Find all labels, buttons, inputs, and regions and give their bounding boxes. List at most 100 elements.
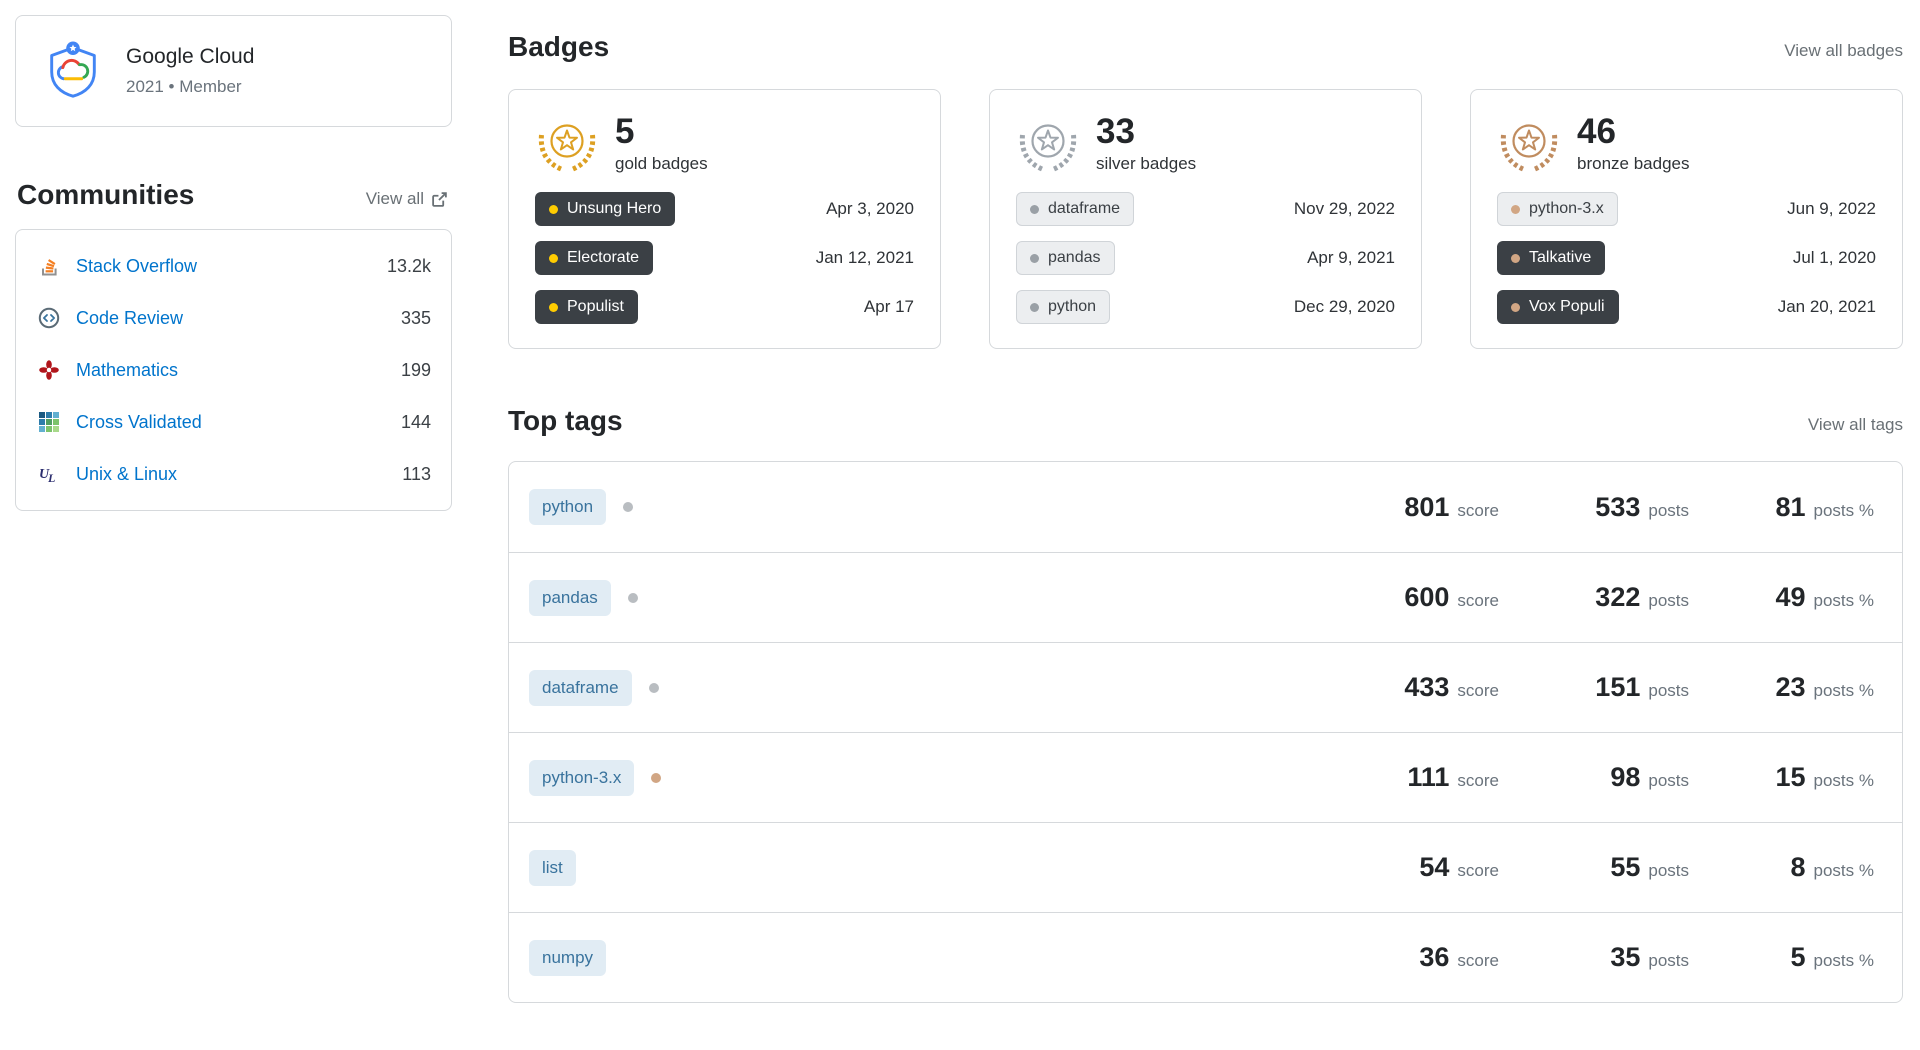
tag-posts-label: posts <box>1648 861 1689 880</box>
gold-badge-summary-text: 5 gold badges <box>615 111 708 175</box>
bronze-badge-count: 46 <box>1577 111 1616 151</box>
community-link[interactable]: Mathematics <box>76 359 179 380</box>
badge-name: Electorate <box>567 249 640 266</box>
gold-dot-icon <box>549 204 558 214</box>
tag-posts-value: 35 <box>1610 942 1641 972</box>
silver-wreath-icon <box>1016 112 1080 176</box>
community-rep-count: 113 <box>402 463 431 484</box>
external-link-icon <box>432 191 447 207</box>
badge-pill[interactable]: Electorate <box>535 241 654 275</box>
tag-percent-label: posts % <box>1813 591 1874 610</box>
community-link[interactable]: Stack Overflow <box>76 255 198 276</box>
badge-pill[interactable]: Vox Populi <box>1497 290 1619 324</box>
tag-score-value: 54 <box>1419 852 1450 882</box>
community-link[interactable]: Code Review <box>76 307 184 328</box>
stackoverflow-icon <box>36 253 62 279</box>
badge-date: Apr 3, 2020 <box>826 199 914 218</box>
badge-pill[interactable]: Talkative <box>1497 241 1606 275</box>
tag-badge-pill[interactable]: python-3.x <box>1497 192 1618 226</box>
tag-percent-value: 49 <box>1775 582 1806 612</box>
tag-row-pandas: pandas 600 score 322 posts 49 posts % <box>509 552 1902 642</box>
tag-row-dataframe: dataframe 433 score 151 posts 23 posts % <box>509 642 1902 732</box>
silver-tag-badge-dot-icon <box>627 592 638 603</box>
bronze-tag-badge-dot-icon <box>651 772 662 783</box>
tag-pill[interactable]: python <box>529 489 607 525</box>
left-sidebar: Google Cloud 2021 • Member Communities V… <box>15 15 452 1003</box>
tag-score-label: score <box>1457 500 1499 520</box>
tag-score-label: score <box>1457 771 1499 790</box>
communities-view-all-label: View all <box>365 189 424 208</box>
unix-linux-icon: U L <box>36 461 62 487</box>
top-tags-header: Top tags View all tags <box>508 405 1903 437</box>
silver-badge-count: 33 <box>1096 111 1135 151</box>
badge-date: Nov 29, 2022 <box>1293 199 1395 218</box>
tag-posts-label: posts <box>1648 681 1689 700</box>
gold-dot-icon <box>549 253 558 263</box>
tag-row-list: list 54 score 55 posts 8 posts % <box>509 822 1902 912</box>
tag-badge-pill[interactable]: dataframe <box>1016 192 1135 226</box>
cross-validated-icon <box>36 409 62 435</box>
silver-dot-icon <box>1030 253 1039 263</box>
tag-pill[interactable]: python-3.x <box>529 759 635 796</box>
bronze-dot-icon <box>1511 204 1520 214</box>
tag-row-numpy: numpy 36 score 35 posts 5 posts % <box>509 912 1902 1002</box>
community-link[interactable]: Cross Validated <box>76 411 202 432</box>
tag-score-label: score <box>1457 681 1499 700</box>
badge-name: Unsung Hero <box>567 200 662 217</box>
badge-cards-row: 5 gold badges Unsung Hero Apr 3, 2020 El… <box>508 89 1903 349</box>
badge-row: Unsung Hero Apr 3, 2020 <box>535 192 914 226</box>
community-rep-count: 199 <box>400 359 431 380</box>
gold-dot-icon <box>549 302 558 312</box>
tag-badge-pill[interactable]: python <box>1016 290 1111 324</box>
badge-pill[interactable]: Unsung Hero <box>535 192 676 226</box>
gold-badge-count: 5 <box>615 111 635 151</box>
tag-percent-value: 81 <box>1775 491 1806 522</box>
bronze-badges-card: 46 bronze badges python-3.x Jun 9, 2022 … <box>1470 89 1903 349</box>
tag-pill[interactable]: pandas <box>529 579 611 616</box>
badge-date: Jan 20, 2021 <box>1777 297 1876 316</box>
tag-score-value: 36 <box>1419 942 1450 972</box>
tag-score-value: 433 <box>1404 672 1450 702</box>
mathematics-icon <box>36 357 62 383</box>
tag-score-value: 801 <box>1404 491 1450 522</box>
view-all-badges-link[interactable]: View all badges <box>1784 41 1903 60</box>
tag-percent-label: posts % <box>1813 951 1874 970</box>
top-tags-heading: Top tags <box>508 405 623 436</box>
community-rep-count: 13.2k <box>386 255 431 276</box>
badge-date: Jan 12, 2021 <box>815 248 914 267</box>
collective-title[interactable]: Google Cloud <box>126 45 255 68</box>
badge-row: Talkative Jul 1, 2020 <box>1497 241 1876 275</box>
badge-date: Apr 17 <box>863 297 914 316</box>
badge-pill[interactable]: Populist <box>535 290 638 324</box>
community-rep-count: 144 <box>400 411 431 432</box>
community-row-stack-overflow: Stack Overflow 13.2k <box>16 240 451 292</box>
tag-score-label: score <box>1457 951 1499 970</box>
code-review-icon <box>36 305 62 331</box>
svg-text:U: U <box>39 467 50 482</box>
tag-pill[interactable]: dataframe <box>529 669 632 706</box>
silver-tag-badge-dot-icon <box>623 502 634 512</box>
collective-card[interactable]: Google Cloud 2021 • Member <box>15 15 452 127</box>
badge-row: Electorate Jan 12, 2021 <box>535 241 914 275</box>
bronze-badge-label: bronze badges <box>1577 154 1690 174</box>
tag-pill[interactable]: list <box>529 849 576 886</box>
tag-posts-value: 98 <box>1610 762 1641 792</box>
tag-percent-value: 5 <box>1790 942 1806 972</box>
communities-view-all-link[interactable]: View all <box>366 189 448 209</box>
bronze-dot-icon <box>1511 302 1520 312</box>
collective-card-text: Google Cloud 2021 • Member <box>126 45 254 97</box>
top-tags-table: python 801 score 533 posts 81 posts % panda… <box>508 461 1903 1003</box>
badge-name: python <box>1048 298 1097 315</box>
tag-posts-label: posts <box>1648 500 1689 520</box>
badge-name: dataframe <box>1048 200 1121 217</box>
community-link[interactable]: Unix & Linux <box>76 463 178 484</box>
collective-subtitle: 2021 • Member <box>126 77 242 96</box>
tag-row-python-3x: python-3.x 111 score 98 posts 15 posts % <box>509 732 1902 822</box>
tag-pill[interactable]: numpy <box>529 939 607 976</box>
tag-badge-pill[interactable]: pandas <box>1016 241 1115 275</box>
view-all-tags-link[interactable]: View all tags <box>1807 415 1903 434</box>
google-cloud-shield-icon <box>42 40 104 102</box>
badge-row: dataframe Nov 29, 2022 <box>1016 192 1395 226</box>
tag-percent-label: posts % <box>1813 681 1874 700</box>
gold-badge-summary: 5 gold badges <box>535 112 914 176</box>
